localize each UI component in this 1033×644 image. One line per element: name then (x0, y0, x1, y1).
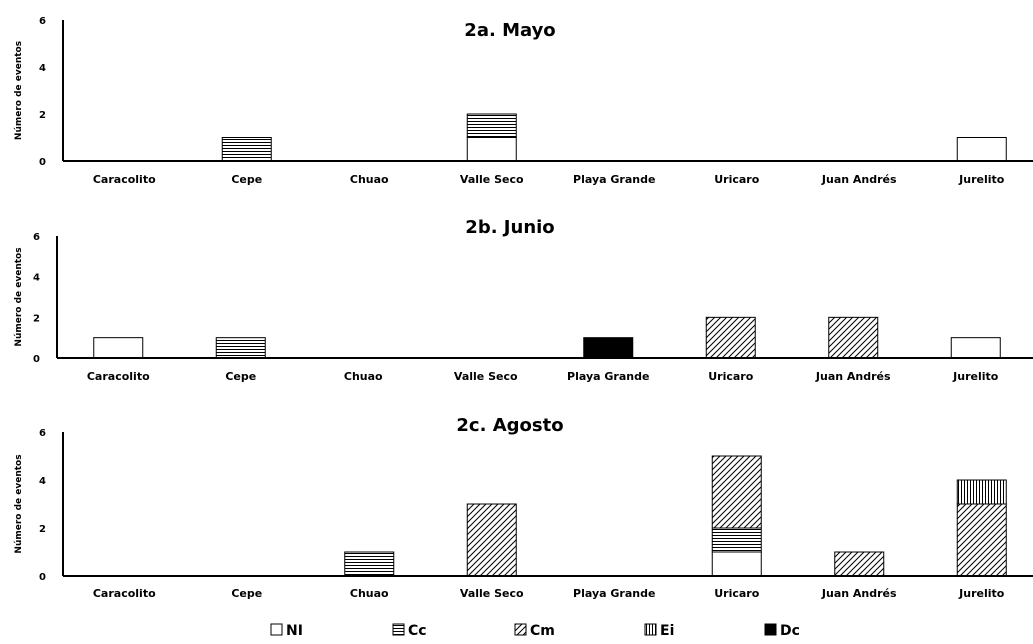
bar-segment-dc (583, 337, 634, 359)
legend-swatch-ei (644, 623, 657, 636)
bar-segment-cc (344, 551, 395, 577)
bar-segment-cm (956, 503, 1007, 577)
x-tick-label: Playa Grande (573, 587, 655, 600)
bar-segment-ni (956, 137, 1007, 162)
x-tick-label: Juan Andrés (815, 370, 891, 383)
y-tick-label: 0 (39, 572, 46, 583)
y-tick-label: 6 (39, 16, 46, 27)
x-tick-label: Cepe (231, 173, 262, 186)
bar-segment-ni (93, 337, 144, 359)
y-tick-label: 4 (39, 476, 46, 487)
bar-segment-ei (956, 479, 1007, 505)
x-tick-label: Playa Grande (573, 173, 655, 186)
x-tick-label: Uricaro (714, 587, 759, 600)
y-tick-label: 2 (39, 524, 46, 535)
x-tick-label: Juan Andrés (821, 587, 897, 600)
chart-title: 2c. Agosto (456, 415, 563, 436)
y-tick-label: 2 (33, 313, 40, 324)
x-tick-label: Uricaro (708, 370, 753, 383)
x-tick-label: Playa Grande (567, 370, 649, 383)
bar-segment-cm (834, 551, 885, 577)
chart-title: 2b. Junio (465, 217, 554, 238)
x-tick-label: Chuao (350, 587, 389, 600)
legend-label-cm: Cm (530, 623, 555, 639)
x-tick-label: Chuao (350, 173, 389, 186)
x-tick-label: Caracolito (93, 173, 156, 186)
bar-segment-cc (221, 137, 272, 162)
y-tick-label: 4 (39, 63, 46, 74)
y-tick-label: 0 (39, 157, 46, 168)
x-tick-label: Jurelito (958, 173, 1005, 186)
x-tick-label: Juan Andrés (821, 173, 897, 186)
bar-segment-cm (711, 455, 762, 529)
y-axis-label: Número de eventos (14, 454, 24, 553)
x-tick-label: Valle Seco (460, 587, 524, 600)
legend-label-cc: Cc (408, 623, 427, 639)
bar-segment-cm (828, 316, 879, 359)
x-tick-label: Jurelito (952, 370, 999, 383)
bar-segment-cm (466, 503, 517, 577)
bar-segment-ni (711, 551, 762, 577)
y-tick-label: 2 (39, 110, 46, 121)
y-tick-label: 6 (39, 428, 46, 439)
y-axis-label: Número de eventos (14, 41, 24, 140)
legend-swatch-cm (514, 623, 527, 636)
bar-segment-cc (215, 337, 266, 359)
bar-segment-ni (950, 337, 1001, 359)
legend-swatch-dc (764, 623, 777, 636)
x-tick-label: Caracolito (87, 370, 150, 383)
legend-swatch-ni (270, 623, 283, 636)
bar-segment-cc (711, 527, 762, 553)
x-tick-label: Jurelito (958, 587, 1005, 600)
x-tick-label: Caracolito (93, 587, 156, 600)
x-tick-label: Valle Seco (460, 173, 524, 186)
y-tick-label: 0 (33, 354, 40, 365)
bar-segment-ni (466, 137, 517, 162)
legend-label-dc: Dc (780, 623, 800, 639)
chart-title: 2a. Mayo (464, 20, 555, 41)
legend-label-ni: NI (286, 623, 303, 639)
y-tick-label: 4 (33, 273, 40, 284)
bar-segment-cc (466, 113, 517, 138)
legend-label-ei: Ei (660, 623, 674, 639)
legend-swatch-cc (392, 623, 405, 636)
x-tick-label: Valle Seco (454, 370, 518, 383)
y-axis-label: Número de eventos (14, 247, 24, 346)
x-tick-label: Uricaro (714, 173, 759, 186)
x-tick-label: Cepe (225, 370, 256, 383)
y-tick-label: 6 (33, 232, 40, 243)
bar-segment-cm (705, 316, 756, 359)
x-tick-label: Cepe (231, 587, 262, 600)
x-tick-label: Chuao (344, 370, 383, 383)
